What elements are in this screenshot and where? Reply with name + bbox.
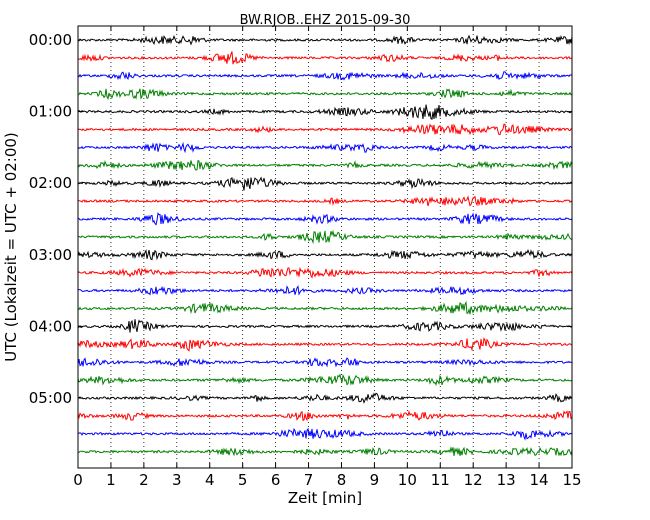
trace-line — [77, 71, 573, 81]
x-tick-label: 0 — [73, 471, 83, 489]
y-tick-label: 03:00 — [29, 246, 72, 264]
trace-line — [77, 176, 573, 191]
trace-line — [77, 392, 573, 404]
trace-line — [77, 212, 573, 226]
y-axis-label: UTC (Lokalzeit = UTC + 02:00) — [2, 132, 20, 362]
trace-line — [77, 51, 573, 65]
plot-frame — [77, 25, 573, 469]
x-tick-label: 4 — [205, 471, 215, 489]
trace-line — [77, 446, 573, 457]
x-tick-label: 15 — [562, 471, 581, 489]
trace-line — [77, 266, 573, 279]
x-tick-label: 14 — [530, 471, 549, 489]
chart-title: BW.RJOB..EHZ 2015-09-30 — [240, 13, 411, 28]
trace-line — [77, 319, 573, 333]
traces-group — [77, 34, 573, 457]
trace-line — [77, 123, 573, 136]
y-tick-label: 02:00 — [29, 174, 72, 192]
trace-line — [77, 88, 573, 101]
trace-line — [77, 300, 573, 315]
x-tick-label: 13 — [497, 471, 516, 489]
x-tick-label: 9 — [370, 471, 380, 489]
y-axis: 00:00 01:00 02:00 03:00 04:00 05:00 — [29, 31, 572, 407]
y-tick-label: 05:00 — [29, 389, 72, 407]
trace-line — [77, 285, 573, 296]
grid — [110, 26, 540, 468]
trace-line — [77, 104, 573, 120]
trace-line — [77, 34, 573, 46]
x-tick-label: 5 — [238, 471, 248, 489]
trace-line — [77, 427, 573, 441]
x-tick-label: 2 — [139, 471, 149, 489]
x-axis-label: Zeit [min] — [288, 489, 362, 507]
trace-line — [77, 409, 573, 422]
x-tick-label: 12 — [464, 471, 483, 489]
x-axis: 0 1 2 3 4 5 6 7 8 9 10 11 12 13 14 15 — [73, 26, 582, 489]
trace-line — [77, 195, 573, 207]
x-tick-label: 8 — [337, 471, 347, 489]
x-tick-label: 3 — [172, 471, 182, 489]
trace-line — [77, 141, 573, 154]
x-tick-label: 6 — [271, 471, 281, 489]
y-tick-label: 00:00 — [29, 31, 72, 49]
trace-line — [77, 249, 573, 261]
trace-line — [77, 337, 573, 352]
trace-line — [77, 159, 573, 171]
trace-line — [77, 357, 573, 368]
x-tick-label: 7 — [304, 471, 314, 489]
y-tick-label: 04:00 — [29, 317, 72, 335]
x-tick-label: 10 — [398, 471, 417, 489]
x-tick-label: 11 — [431, 471, 450, 489]
trace-line — [77, 229, 573, 245]
y-tick-label: 01:00 — [29, 103, 72, 121]
x-tick-label: 1 — [106, 471, 116, 489]
trace-line — [77, 373, 573, 387]
